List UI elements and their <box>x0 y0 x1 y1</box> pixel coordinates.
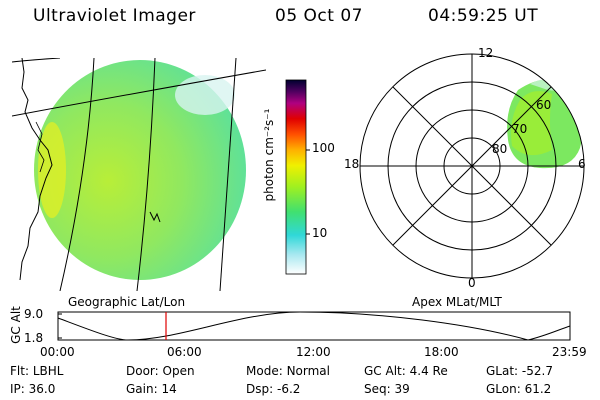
orbit-altitude-plot <box>57 311 571 341</box>
gain-info: Gain: 14 <box>126 382 177 396</box>
disk-bright-patch <box>38 122 66 218</box>
mlt-18-label: 18 <box>344 157 360 171</box>
colorbar <box>285 79 310 275</box>
coastline-inner <box>35 121 45 173</box>
uv-earth-disk <box>34 60 246 280</box>
door-label: Door: <box>126 364 159 378</box>
gcalt-info: GC Alt: 4.4 Re <box>364 364 448 378</box>
glat-label: GLat: <box>486 364 519 378</box>
dsp-value: -6.2 <box>276 382 301 396</box>
filter-label: Flt: <box>10 364 29 378</box>
orbit-xtick: 06:00 <box>167 345 202 359</box>
glat-info: GLat: -52.7 <box>486 364 553 378</box>
filter-info: Flt: LBHL <box>10 364 63 378</box>
ip-info: IP: 36.0 <box>10 382 55 396</box>
gcalt-value: 4.4 Re <box>409 364 448 378</box>
date-label: 05 Oct 07 <box>275 6 363 26</box>
dsp-info: Dsp: -6.2 <box>246 382 300 396</box>
gain-label: Gain: <box>126 382 158 396</box>
orbit-ymax: 9.0 <box>24 307 44 321</box>
door-value: Open <box>162 364 195 378</box>
disk-dim-patch <box>175 75 235 115</box>
geographic-panel-label: Geographic Lat/Lon <box>68 295 186 309</box>
altitude-curve <box>57 311 571 341</box>
parallel-line <box>12 58 61 63</box>
gain-value: 14 <box>161 382 177 396</box>
glon-info: GLon: 61.2 <box>486 382 551 396</box>
polar-plot <box>359 53 585 279</box>
colorbar-tick-100: 100 <box>312 141 335 155</box>
mlt-12-label: 12 <box>478 46 494 60</box>
colorbar-tick-10: 10 <box>312 226 328 240</box>
lat-60-label: 60 <box>536 98 552 112</box>
seq-value: 39 <box>394 382 410 396</box>
meridian-line <box>59 58 95 291</box>
glat-value: -52.7 <box>521 364 553 378</box>
lat-70-label: 70 <box>512 122 528 136</box>
orbit-xtick: 18:00 <box>424 345 459 359</box>
orbit-xtick: 00:00 <box>40 345 75 359</box>
meridian-line <box>136 58 156 291</box>
mlt-axis-diagonal <box>392 86 552 246</box>
ip-value: 36.0 <box>28 382 56 396</box>
gcalt-label: GC Alt: <box>364 364 406 378</box>
lat-80-label: 80 <box>492 142 508 156</box>
glon-value: 61.2 <box>524 382 552 396</box>
mlt-0-label: 0 <box>468 276 476 290</box>
orbit-ymin: 1.8 <box>24 331 44 345</box>
mlt-6-label: 6 <box>578 157 586 171</box>
glon-label: GLon: <box>486 382 521 396</box>
instrument-title: Ultraviolet Imager <box>33 6 196 26</box>
mode-label: Mode: <box>246 364 283 378</box>
colorbar-unit-label: photon cm⁻²s⁻¹ <box>262 108 276 202</box>
seq-info: Seq: 39 <box>364 382 410 396</box>
dsp-label: Dsp: <box>246 382 274 396</box>
mode-info: Mode: Normal <box>246 364 330 378</box>
parallel-line <box>12 69 266 117</box>
coastline <box>19 58 53 281</box>
orbit-xtick: 12:00 <box>296 345 331 359</box>
geographic-map <box>12 58 266 291</box>
seq-label: Seq: <box>364 382 391 396</box>
island-marker <box>149 211 161 223</box>
filter-value: LBHL <box>32 364 64 378</box>
meridian-line <box>219 58 237 291</box>
door-info: Door: Open <box>126 364 195 378</box>
orbit-xtick: 23:59 <box>552 345 587 359</box>
mode-value: Normal <box>286 364 330 378</box>
polar-panel-label: Apex MLat/MLT <box>412 295 502 309</box>
orbit-ylabel: GC Alt <box>9 306 23 344</box>
ip-label: IP: <box>10 382 25 396</box>
time-label: 04:59:25 UT <box>428 6 539 26</box>
